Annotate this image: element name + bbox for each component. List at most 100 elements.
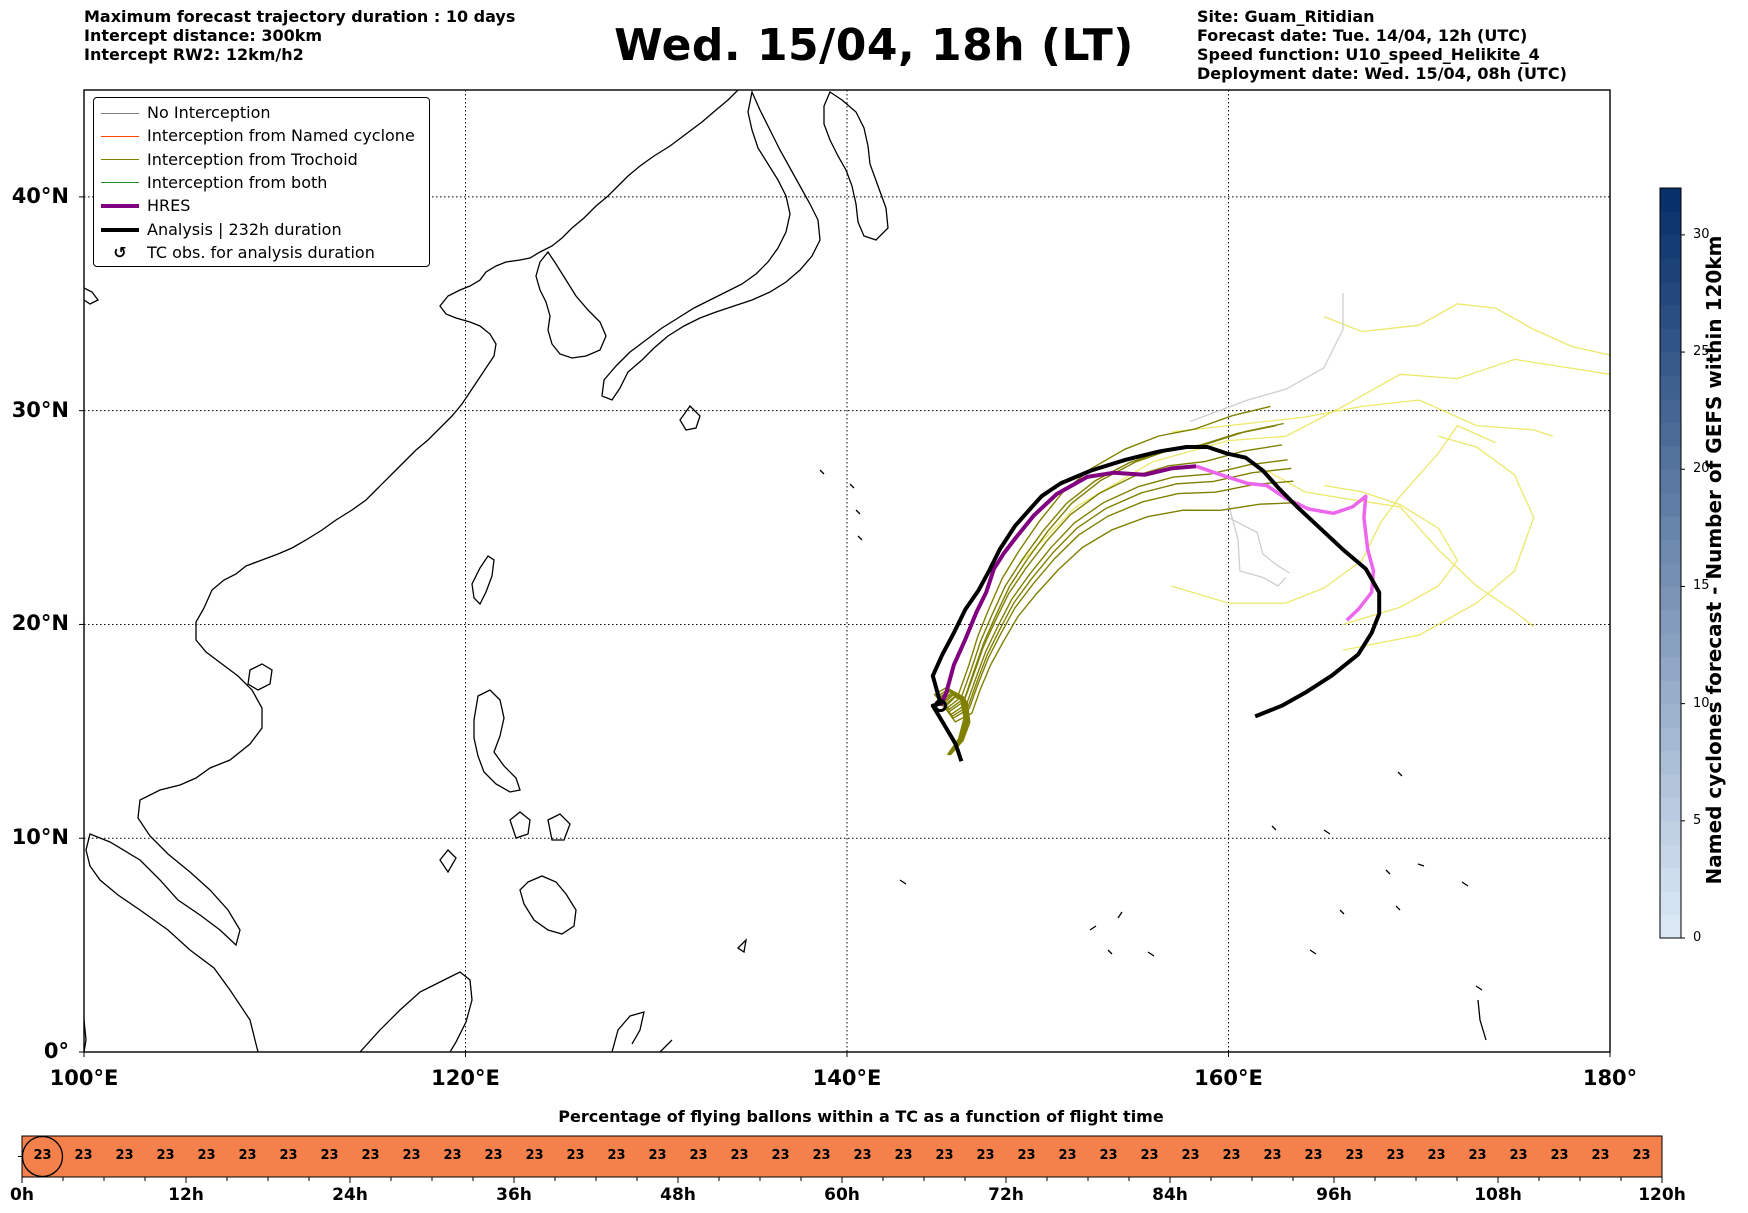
flight-bar-value: 23 xyxy=(1427,1148,1446,1163)
lon-label: 180° xyxy=(1582,1066,1638,1090)
flight-bar-value: 23 xyxy=(1591,1148,1610,1163)
coastline-korea xyxy=(535,250,607,359)
speed-function-text: Speed function: U10_speed_Helikite_4 xyxy=(1197,45,1540,64)
legend-line-swatch xyxy=(101,159,139,161)
flight-bar-tick-label: 108h xyxy=(1474,1185,1522,1205)
legend-label: TC obs. for analysis duration xyxy=(147,242,375,262)
flight-bar-value: 23 xyxy=(1386,1148,1405,1163)
trochoid-trajectory xyxy=(941,467,1292,756)
map-axis-ticks xyxy=(79,196,1611,1057)
flight-bar-value: 23 xyxy=(1509,1148,1528,1163)
flight-bar-value: 23 xyxy=(689,1148,708,1163)
colorbar-segment xyxy=(1660,820,1681,845)
flight-bar-value: 23 xyxy=(771,1148,790,1163)
legend-label: HRES xyxy=(147,196,191,216)
colorbar-tick-label: 0 xyxy=(1693,930,1702,945)
flight-bar-tick-label: 84h xyxy=(1152,1185,1188,1205)
coastline-luzon xyxy=(473,689,521,793)
colorbar-segment xyxy=(1660,281,1681,306)
flight-bar-value: 23 xyxy=(1263,1148,1282,1163)
deployment-date-text: Deployment date: Wed. 15/04, 08h (UTC) xyxy=(1197,64,1567,83)
lon-label: 140°E xyxy=(812,1066,882,1090)
gefs-trajectory-no-interception xyxy=(1266,469,1535,628)
colorbar-segment xyxy=(1660,188,1681,212)
colorbar-segment xyxy=(1660,469,1681,494)
flight-bar-value: 23 xyxy=(320,1148,339,1163)
flight-bar-value: 23 xyxy=(402,1148,421,1163)
trochoid-trajectory xyxy=(941,480,1294,756)
colorbar-tick-label: 15 xyxy=(1693,578,1710,594)
gefs-trajectory-no-interception xyxy=(1323,303,1610,356)
colorbar-segment xyxy=(1660,258,1681,283)
colorbar-segment xyxy=(1660,352,1681,376)
flight-bar-value: 23 xyxy=(1058,1148,1077,1163)
map-title: Wed. 15/04, 18h (LT) xyxy=(614,20,1134,71)
legend-line-swatch xyxy=(101,204,139,209)
gefs-trajectory-grey xyxy=(1228,517,1290,574)
flight-bar-value: 23 xyxy=(976,1148,995,1163)
tc-observation-icon: ↺ xyxy=(113,242,127,262)
legend-item: HRES xyxy=(94,195,429,217)
hres-track xyxy=(938,464,1197,707)
legend-line-swatch xyxy=(101,182,139,184)
tc-observation-marker xyxy=(933,699,947,713)
legend-label: No Interception xyxy=(147,103,271,122)
colorbar-segment xyxy=(1660,328,1681,353)
lat-label: 30°N xyxy=(11,397,69,422)
colorbar-frame xyxy=(1659,187,1682,939)
forecast-date-text: Forecast date: Tue. 14/04, 12h (UTC) xyxy=(1197,26,1528,45)
map-gridlines xyxy=(84,90,1610,1052)
colorbar-segment xyxy=(1660,727,1681,751)
gefs-trajectory-grey xyxy=(1227,504,1287,587)
coastline-borneo xyxy=(359,971,473,1052)
legend-item: Interception from both xyxy=(94,172,429,194)
legend-label: Interception from Trochoid xyxy=(147,149,358,169)
flight-bar-tick-label: 72h xyxy=(988,1185,1024,1205)
lat-label: 20°N xyxy=(11,611,69,636)
current-time-marker xyxy=(21,1135,64,1178)
legend-item: ↺ TC obs. for analysis duration xyxy=(94,242,429,264)
trochoid-trajectory xyxy=(938,422,1284,756)
colorbar-segment xyxy=(1660,516,1681,541)
gefs-trajectory-no-interception xyxy=(1323,484,1459,626)
gefs-trajectory-no-interception xyxy=(1342,435,1535,651)
flight-bar-tick-label: 36h xyxy=(496,1185,532,1205)
colorbar-segment xyxy=(1660,609,1681,634)
hres-extension-track xyxy=(1195,464,1376,622)
legend-line-swatch xyxy=(101,227,139,232)
flight-bar-value: 23 xyxy=(812,1148,831,1163)
colorbar-segment xyxy=(1660,633,1681,658)
colorbar-segment xyxy=(1660,445,1681,470)
legend-item: No Interception xyxy=(94,102,429,124)
flight-bar-value: 23 xyxy=(1632,1148,1651,1163)
flight-bar-value: 23 xyxy=(1140,1148,1159,1163)
lon-label: 120°E xyxy=(431,1066,500,1090)
flight-bar-value: 23 xyxy=(33,1148,52,1163)
colorbar-tick-label: 10 xyxy=(1693,695,1710,711)
colorbar-segment xyxy=(1660,797,1681,822)
site-text: Site: Guam_Ritidian xyxy=(1197,7,1375,26)
coastline-japan xyxy=(601,90,889,431)
legend-label: Interception from both xyxy=(147,172,328,192)
legend-label: Analysis | 232h duration xyxy=(147,219,342,239)
colorbar-segment xyxy=(1660,773,1681,798)
legend-line-swatch xyxy=(101,112,139,114)
colorbar-segment xyxy=(1660,703,1681,728)
flight-bar-value: 23 xyxy=(1099,1148,1118,1163)
colorbar-segment xyxy=(1660,492,1681,517)
flight-bar-title: Percentage of flying ballons within a TC… xyxy=(558,1107,1164,1126)
flight-bar-tick-label: 60h xyxy=(824,1185,860,1205)
flight-bar-value: 23 xyxy=(894,1148,913,1163)
colorbar-segment xyxy=(1660,234,1681,259)
colorbar-tick-label: 30 xyxy=(1693,226,1710,242)
colorbar-segment xyxy=(1660,211,1681,236)
flight-bar-value: 23 xyxy=(1181,1148,1200,1163)
lat-label: 0° xyxy=(43,1039,69,1063)
coastline-hainan xyxy=(247,663,273,691)
colorbar-segment xyxy=(1660,891,1681,916)
colorbar-segment xyxy=(1660,680,1681,705)
flight-bar-value: 23 xyxy=(443,1148,462,1163)
map-legend: No Interception Interception from Named c… xyxy=(93,97,430,267)
colorbar-tick-label: 5 xyxy=(1693,812,1702,828)
